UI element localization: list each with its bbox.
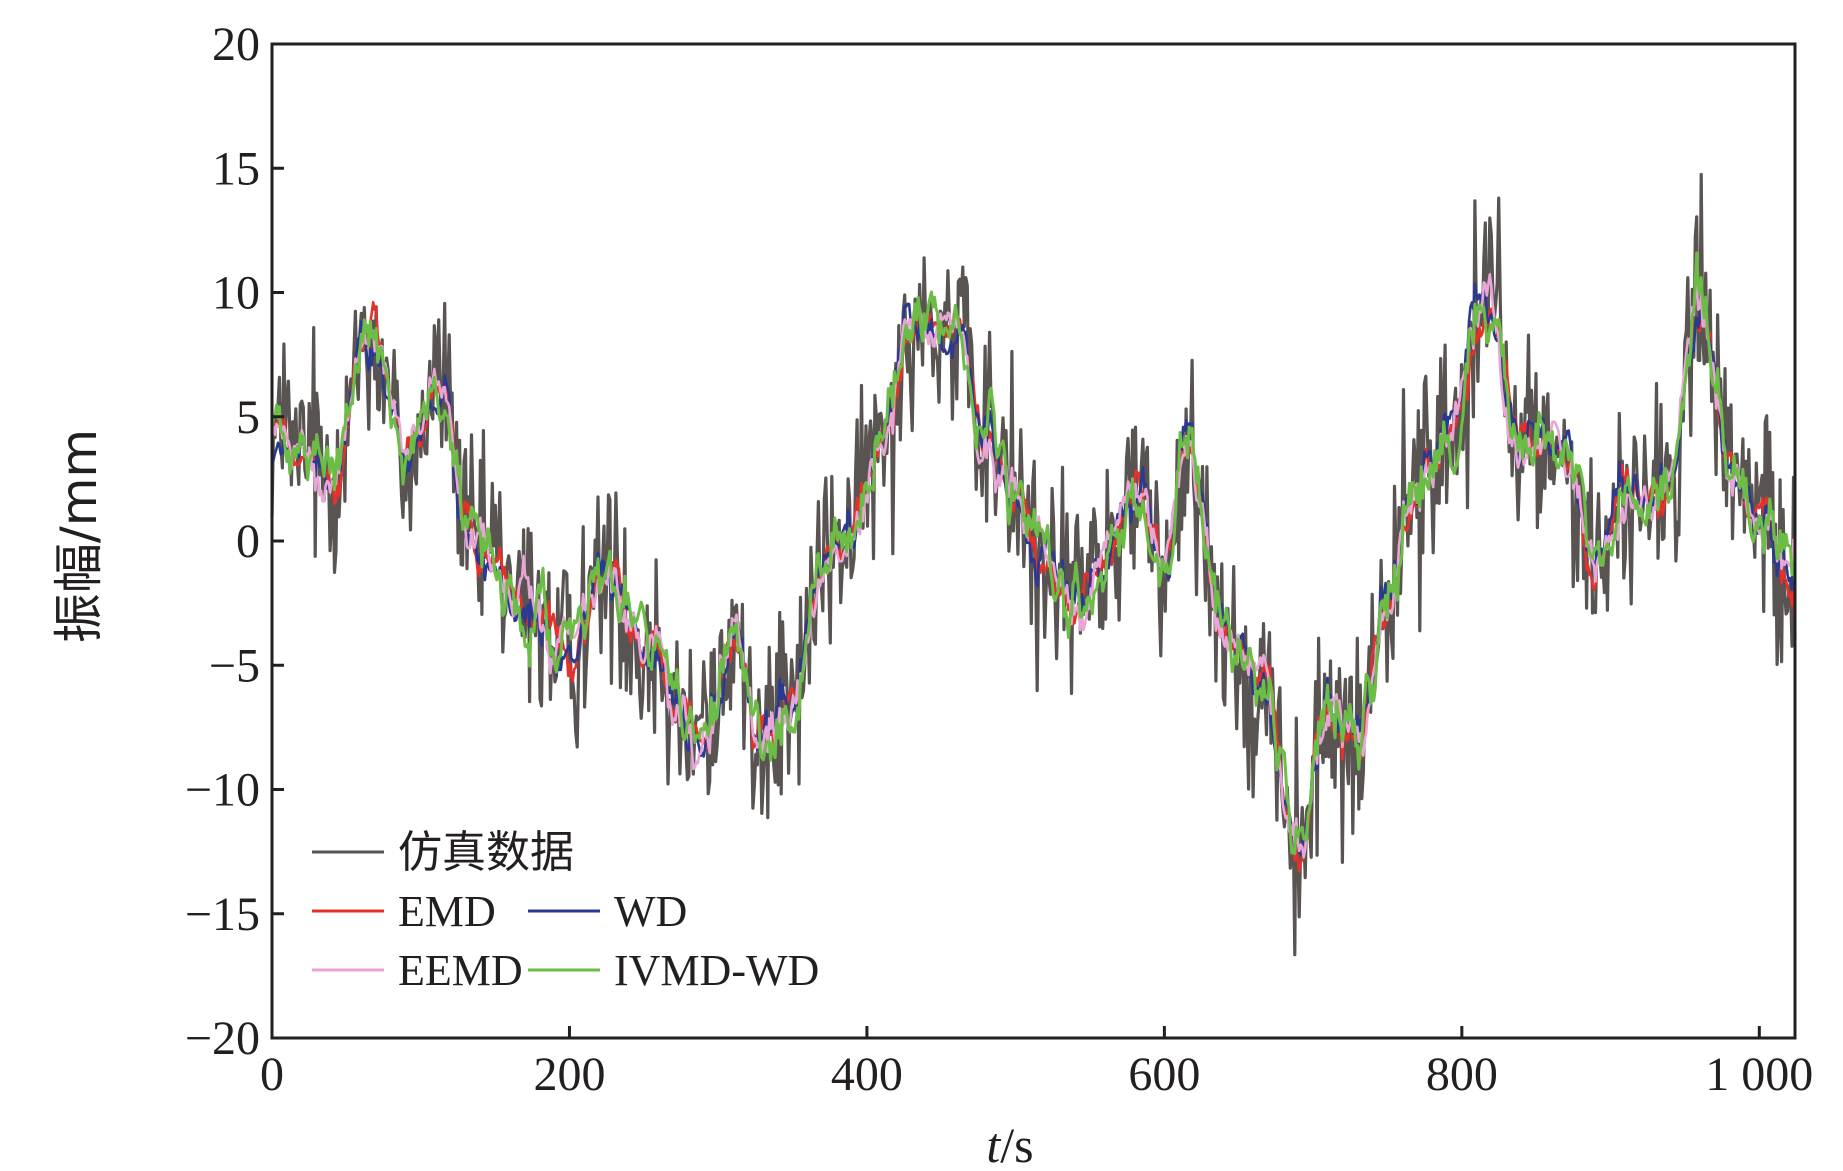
series-line-WD <box>270 282 1797 856</box>
x-axis-variable: t <box>986 1117 1001 1171</box>
y-tick-label: 10 <box>212 267 260 320</box>
legend-label: IVMD-WD <box>614 946 819 995</box>
x-tick-label: 1 000 <box>1705 1048 1813 1101</box>
y-tick-label: 0 <box>236 515 260 568</box>
y-tick-label: 5 <box>236 391 260 444</box>
y-axis-title: 振幅/mm <box>50 429 108 643</box>
x-tick-label: 0 <box>260 1048 284 1101</box>
legend-label: WD <box>614 887 687 936</box>
legend-label: EMD <box>398 887 496 936</box>
legend-label: 仿真数据 <box>398 827 574 878</box>
x-tick-label: 200 <box>533 1048 605 1101</box>
series-layer <box>270 172 1797 957</box>
y-tick-label: 15 <box>212 142 260 195</box>
axis-ticks <box>270 42 1761 1040</box>
x-tick-label: 400 <box>831 1048 903 1101</box>
x-tick-label: 600 <box>1128 1048 1200 1101</box>
x-tick-label: 800 <box>1426 1048 1498 1101</box>
y-tick-label: −20 <box>185 1012 260 1065</box>
axis-tick-labels: 0 200 400 600 800 1 000 20 15 10 5 0 −5 −10 −15 −20 <box>185 18 1813 1101</box>
x-axis-unit: /s <box>1000 1117 1033 1171</box>
y-tick-label: −5 <box>209 639 260 692</box>
legend: 仿真数据 EMD WD EEMD IVMD-WD <box>312 827 819 995</box>
y-tick-label: −15 <box>185 888 260 941</box>
legend-label: EEMD <box>398 946 523 995</box>
y-tick-label: 20 <box>212 18 260 71</box>
x-axis-title: t/s <box>986 1117 1033 1171</box>
y-tick-label: −10 <box>185 764 260 817</box>
series-line-IVMD-WD <box>270 251 1797 856</box>
